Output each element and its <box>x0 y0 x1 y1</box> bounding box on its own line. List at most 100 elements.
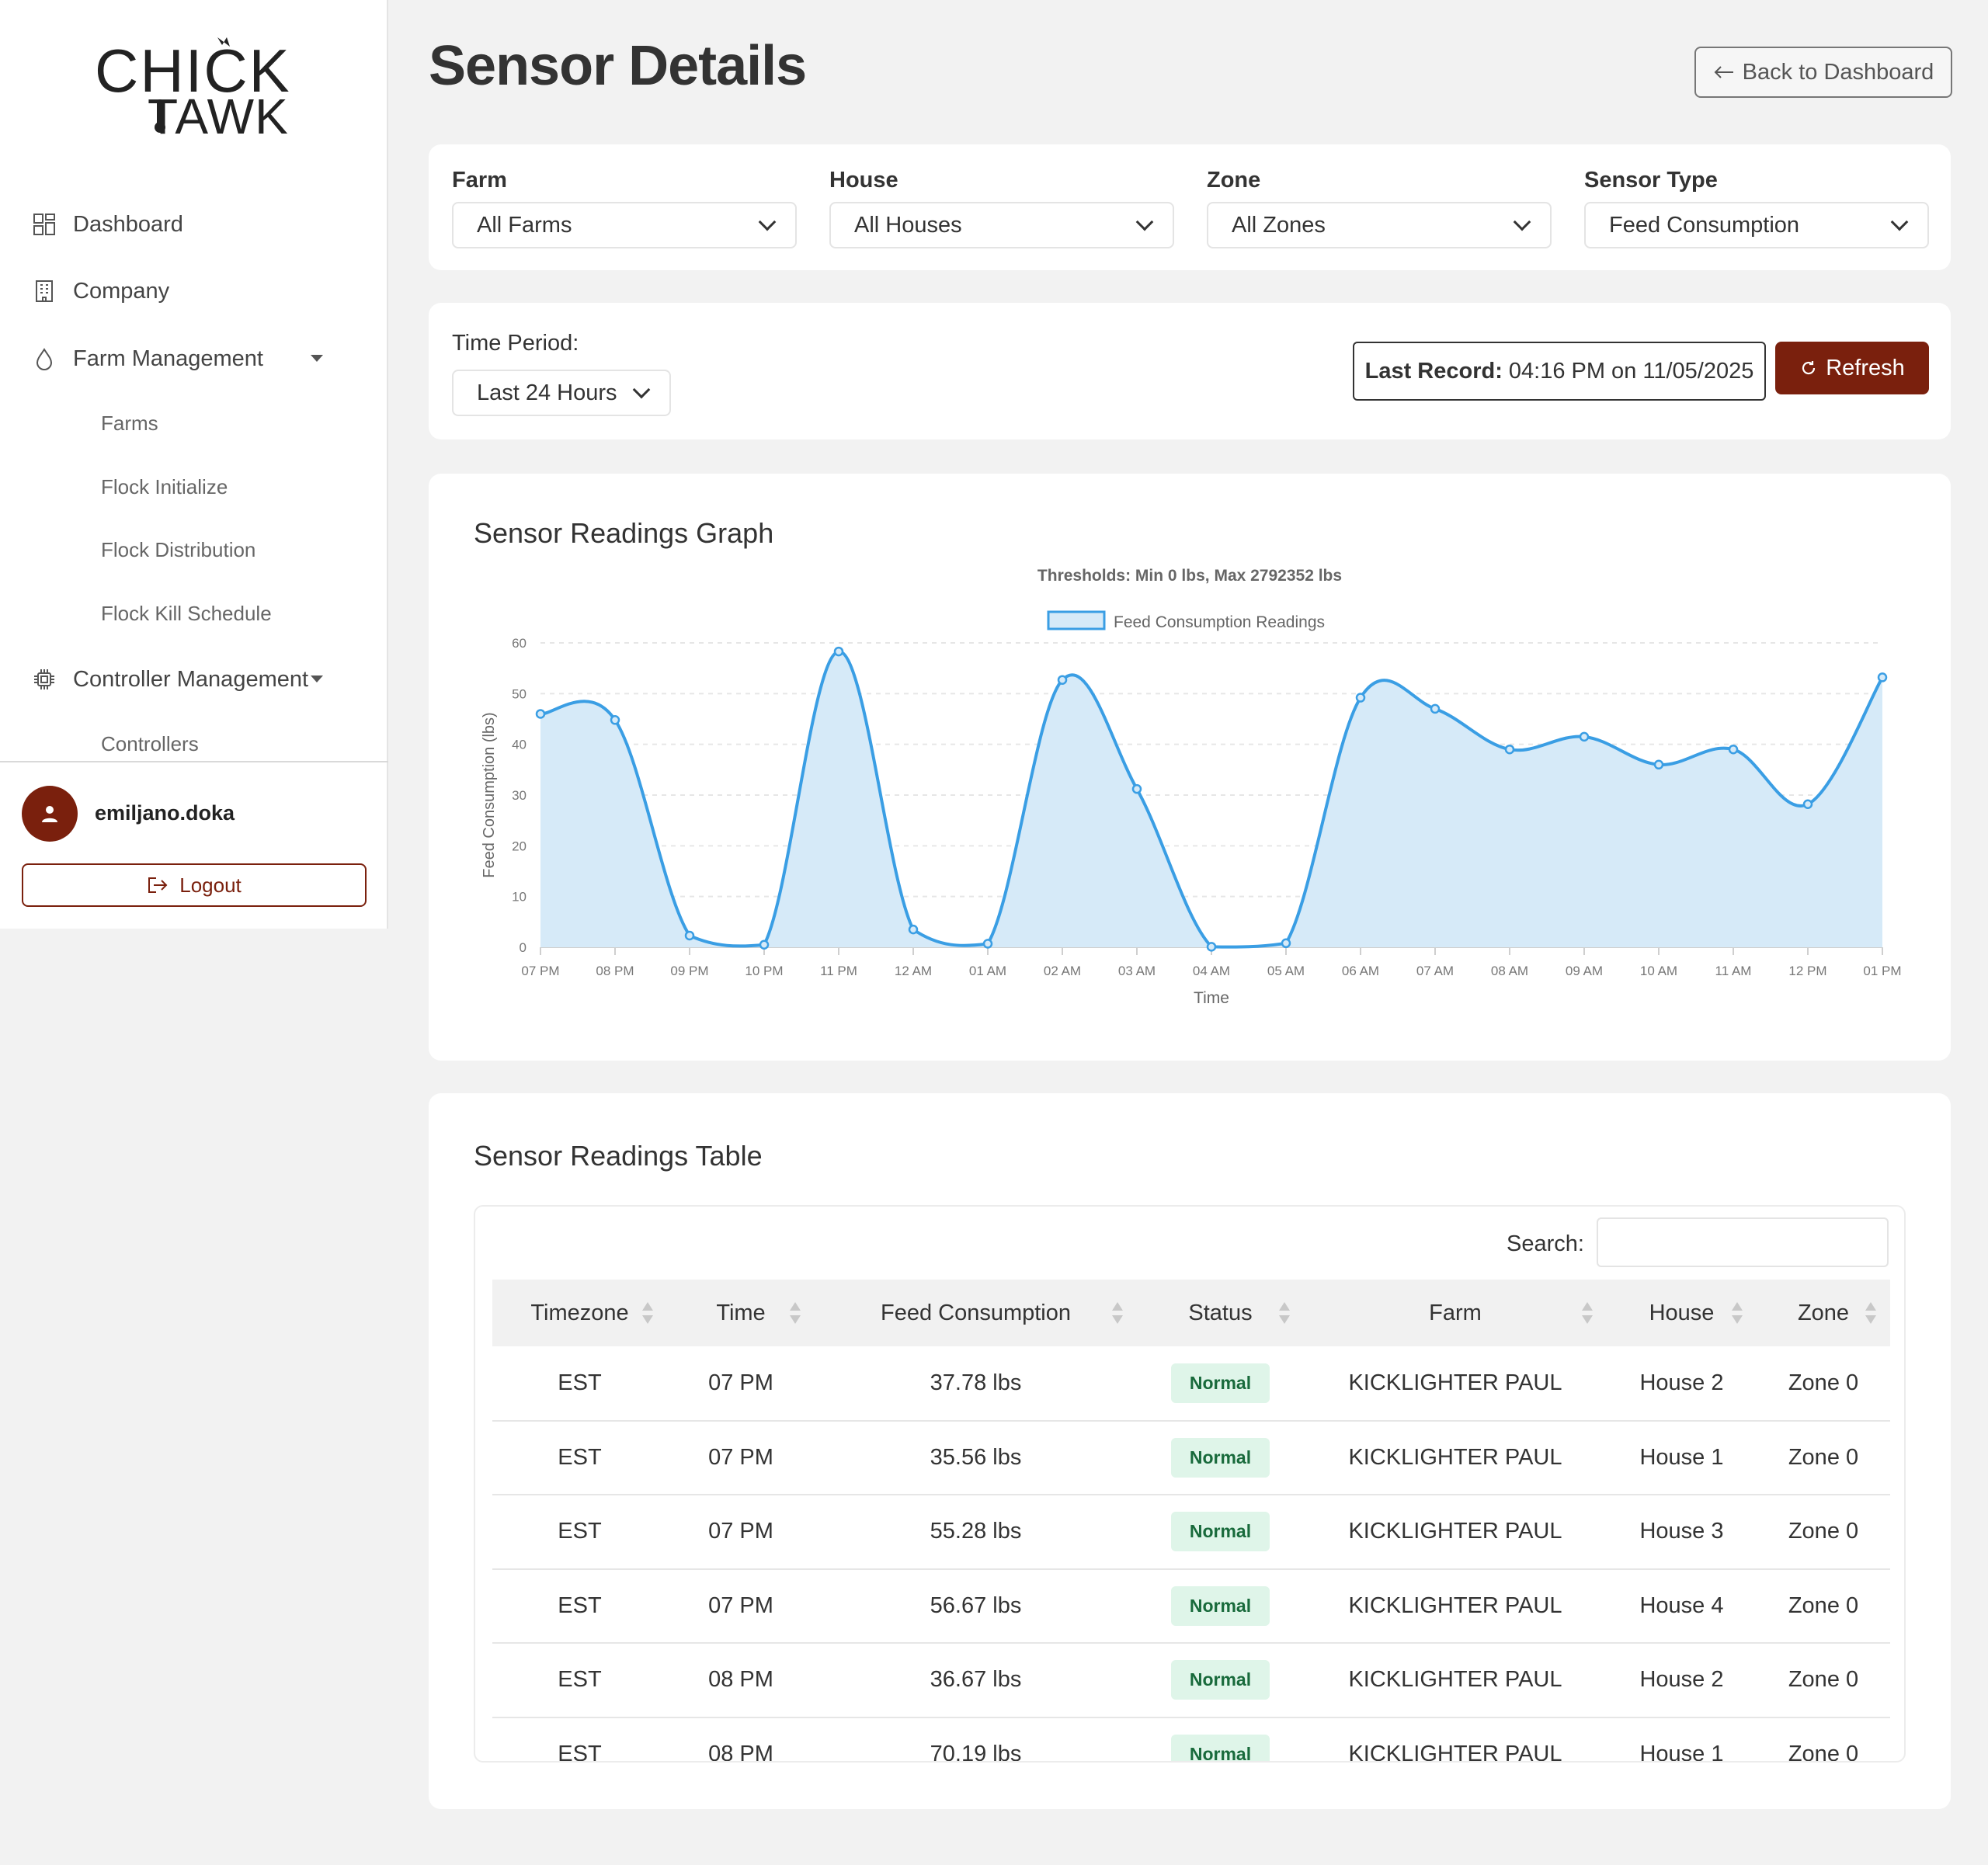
refresh-label: Refresh <box>1826 355 1905 380</box>
cell-feed-consumption: 55.28 lbs <box>930 1519 1022 1544</box>
logout-button[interactable]: Logout <box>22 863 367 907</box>
column-header-timezone[interactable]: Timezone <box>492 1280 667 1346</box>
cell-farm: KICKLIGHTER PAUL <box>1348 1519 1562 1544</box>
sidebar: CHICK TAWK Dashboard Company Farm Manage… <box>0 0 388 929</box>
chart-title: Thresholds: Min 0 lbs, Max 2792352 lbs <box>1037 567 1342 585</box>
sidebar-subitem-flock-kill-schedule[interactable]: Flock Kill Schedule <box>101 602 272 625</box>
cell-zone: Zone 0 <box>1788 1519 1859 1544</box>
avatar[interactable] <box>22 786 78 842</box>
data-point[interactable] <box>1355 693 1366 703</box>
sidebar-item-controller-management[interactable]: Controller Management <box>31 660 357 699</box>
status-badge: Normal <box>1170 1660 1270 1700</box>
username: emiljano.doka <box>95 801 235 825</box>
readings-table-container: Search: Timezone Time Feed Consumption S… <box>474 1205 1906 1763</box>
data-point[interactable] <box>684 930 695 941</box>
x-axis-ticks: 07 PM 08 PM 09 PM 10 PM 11 PM 12 AM 01 AM 02 AM… <box>521 947 1902 978</box>
data-point[interactable] <box>833 646 844 657</box>
column-header-time[interactable]: Time <box>667 1280 815 1346</box>
column-header-zone[interactable]: Zone <box>1757 1280 1890 1346</box>
y-tick-label: 0 <box>520 940 527 955</box>
x-tick-label: 11 AM <box>1715 964 1752 978</box>
x-tick-label: 10 AM <box>1640 964 1677 978</box>
x-tick-label: 09 AM <box>1566 964 1603 978</box>
cell-feed-consumption: 37.78 lbs <box>930 1370 1022 1395</box>
search-input[interactable] <box>1597 1217 1889 1267</box>
data-point[interactable] <box>535 709 546 719</box>
sensor-type-select[interactable]: Feed Consumption <box>1584 202 1929 248</box>
zone-filter: Zone All Zones <box>1207 168 1552 248</box>
sensor-readings-chart: Thresholds: Min 0 lbs, Max 2792352 lbs F… <box>481 567 1902 1007</box>
data-point[interactable] <box>1131 783 1142 794</box>
last-record-value: 04:16 PM on 11/05/2025 <box>1508 358 1754 384</box>
chicktawk-logo[interactable]: CHICK TAWK <box>93 31 295 140</box>
sidebar-subitem-farms[interactable]: Farms <box>101 412 158 435</box>
cell-zone: Zone 0 <box>1788 1592 1859 1618</box>
data-point[interactable] <box>1802 799 1813 810</box>
table-card-title: Sensor Readings Table <box>474 1140 763 1172</box>
data-point[interactable] <box>1653 759 1664 770</box>
status-badge: Normal <box>1170 1512 1270 1552</box>
cell-timezone: EST <box>558 1667 602 1693</box>
data-point[interactable] <box>759 939 770 950</box>
cell-feed-consumption: 35.56 lbs <box>930 1444 1022 1470</box>
sidebar-item-dashboard[interactable]: Dashboard <box>31 205 183 244</box>
readings-table: Timezone Time Feed Consumption Status Fa… <box>492 1280 1890 1763</box>
sidebar-divider <box>0 761 388 762</box>
data-point[interactable] <box>1877 672 1888 682</box>
house-select-value: All Houses <box>854 212 962 238</box>
legend-swatch[interactable] <box>1047 610 1106 630</box>
data-point[interactable] <box>982 939 993 949</box>
time-period-select[interactable]: Last 24 Hours <box>452 370 671 416</box>
data-point[interactable] <box>1206 942 1217 952</box>
cell-status: Normal <box>1137 1421 1304 1495</box>
sort-icon <box>1865 1302 1876 1324</box>
page-title: Sensor Details <box>429 35 807 97</box>
grid-icon <box>31 211 57 238</box>
logout-label: Logout <box>179 873 242 897</box>
column-header-status[interactable]: Status <box>1137 1280 1304 1346</box>
chevron-down-icon <box>632 380 651 399</box>
data-point[interactable] <box>1579 731 1590 742</box>
data-point[interactable] <box>1057 675 1068 685</box>
zone-select[interactable]: All Zones <box>1207 202 1552 248</box>
data-point[interactable] <box>610 715 620 725</box>
column-header-feed-consumption[interactable]: Feed Consumption <box>815 1280 1137 1346</box>
sidebar-subitem-controllers[interactable]: Controllers <box>101 732 199 755</box>
sidebar-item-company[interactable]: Company <box>31 272 169 311</box>
column-label: Time <box>716 1300 766 1325</box>
cell-farm: KICKLIGHTER PAUL <box>1348 1741 1562 1763</box>
farm-select[interactable]: All Farms <box>452 202 797 248</box>
farm-select-value: All Farms <box>477 212 572 238</box>
data-point[interactable] <box>908 924 919 935</box>
house-select[interactable]: All Houses <box>829 202 1174 248</box>
cell-status: Normal <box>1137 1346 1304 1421</box>
sidebar-item-farm-management[interactable]: Farm Management <box>31 339 357 378</box>
logo-line1: CHICK <box>95 36 291 105</box>
sidebar-subitem-flock-initialize[interactable]: Flock Initialize <box>101 475 228 498</box>
table-row: EST 08 PM 70.19 lbs Normal KICKLIGHTER P… <box>492 1717 1890 1763</box>
refresh-button[interactable]: Refresh <box>1775 342 1929 394</box>
cell-zone: Zone 0 <box>1788 1370 1859 1395</box>
column-label: Timezone <box>530 1300 629 1325</box>
logout-icon <box>148 877 168 893</box>
y-tick-label: 30 <box>512 788 527 803</box>
building-icon <box>31 278 57 304</box>
data-point[interactable] <box>1430 703 1441 714</box>
column-header-house[interactable]: House <box>1607 1280 1757 1346</box>
column-label: Zone <box>1797 1300 1850 1325</box>
cell-timezone: EST <box>558 1519 602 1544</box>
column-header-farm[interactable]: Farm <box>1304 1280 1607 1346</box>
last-record-label: Last Record: <box>1364 358 1503 384</box>
data-point[interactable] <box>1728 744 1739 755</box>
back-to-dashboard-button[interactable]: Back to Dashboard <box>1694 47 1952 98</box>
x-tick-label: 12 PM <box>1788 964 1826 978</box>
x-tick-label: 11 PM <box>820 964 857 978</box>
cell-feed-consumption: 36.67 lbs <box>930 1667 1022 1693</box>
data-point[interactable] <box>1281 938 1291 949</box>
data-point[interactable] <box>1504 744 1515 755</box>
table-row: EST 07 PM 56.67 lbs Normal KICKLIGHTER P… <box>492 1569 1890 1643</box>
x-tick-label: 02 AM <box>1044 964 1081 978</box>
x-tick-label: 08 AM <box>1491 964 1528 978</box>
sidebar-subitem-flock-distribution[interactable]: Flock Distribution <box>101 538 256 561</box>
time-period-card: Time Period: Last 24 Hours Last Record: … <box>429 303 1951 439</box>
